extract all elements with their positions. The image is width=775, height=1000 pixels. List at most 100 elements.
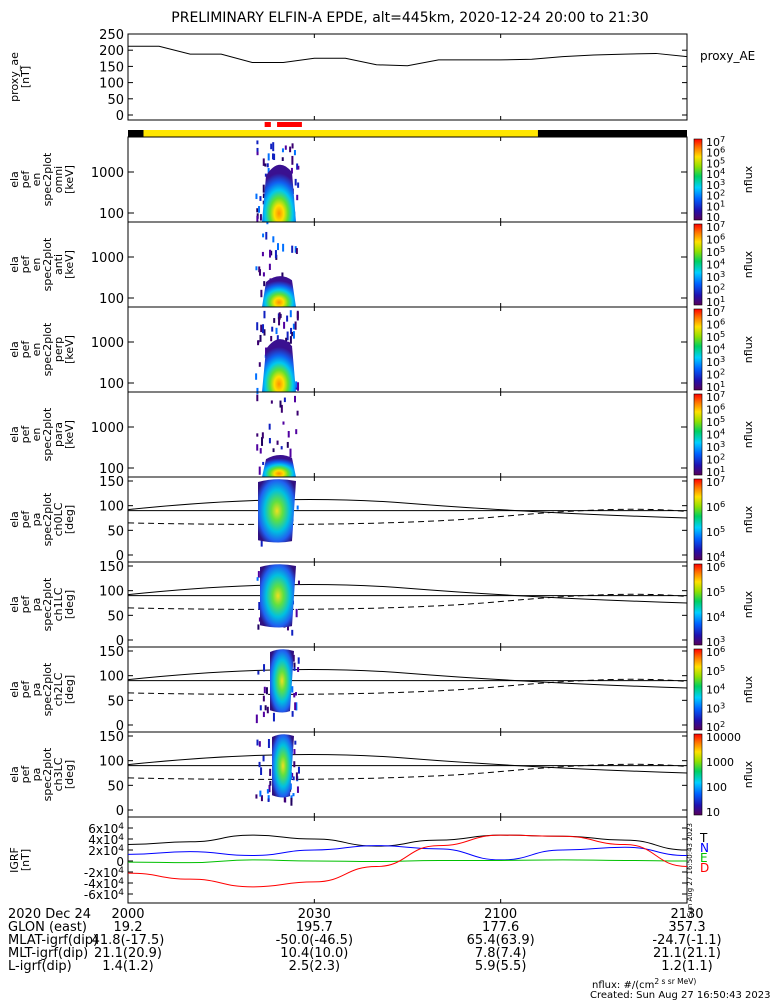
en_para-speckle [256,444,259,451]
en_omni-ylabel: spec2plot [41,152,54,206]
ch3LC-ylabel: pa [30,768,43,782]
ch3LC-ytick-label: 0 [116,804,124,819]
en_perp-speckle [291,331,294,337]
status-segment [143,130,538,137]
ch0LC-ylabel: [deg] [63,505,76,534]
en_omni-speckle [255,193,258,200]
en_omni-ylabel: [keV] [63,165,76,194]
igrf-ytick-label: -4x104 [84,877,124,891]
ch2LC-speckle [292,654,295,662]
ch1LC-speckle [297,580,300,585]
ch1LC-speckle [258,617,261,622]
ch1LC-speckle [257,571,260,578]
igrf-ytick-label: 2x104 [88,844,124,858]
en_para-cbar-tick: 101 [706,464,725,479]
ch2LC-ytick-label: 150 [99,645,124,660]
ch1LC-frame [127,561,688,648]
en_perp-speckle [259,334,262,342]
en_para-cbar-tick: 104 [706,427,725,442]
en_anti-speckle [262,233,265,238]
en_perp-speckle [273,318,276,323]
ch3LC-speckle [295,772,298,781]
en_omni-speckle [281,157,284,161]
ch1LC-cbar-tick: 103 [706,634,725,649]
proxy-ae-ytick-label: 100 [99,77,124,92]
en_perp-speckle [286,331,289,341]
en_omni-speckle [293,149,296,156]
igrf-line-T [127,834,688,851]
en_omni-speckle [266,163,269,168]
ch2LC-speckle [257,670,260,675]
en_anti-cbar-tick: 106 [706,232,725,247]
proxy-ae-ytick-label: 250 [99,28,124,43]
en_perp-speckle [292,323,295,330]
x-axis-value: 195.7 [296,920,333,935]
en_perp-ylabel: pef [19,340,32,359]
en_perp-cbar-label: nflux [742,335,755,363]
en_omni-flux-blob [262,164,296,222]
en_para-cbar-tick: 105 [706,414,725,429]
en_para-speckle [276,440,279,445]
en_para-speckle [286,441,289,448]
en_perp-flux-blob [262,339,296,392]
en_omni-cbar-label: nflux [742,165,755,193]
en_omni-speckle [270,143,273,150]
ch1LC-ylabel: ch1LC [52,587,65,621]
ch2LC-speckle [266,706,269,714]
ch2LC-speckle [293,692,296,698]
en_anti-cbar-label: nflux [742,250,755,278]
ch1LC-ytick-label: 0 [116,634,124,649]
ch0LC-ylabel: pa [30,513,43,527]
en_anti-speckle [291,245,294,253]
ch1LC-ylabel: pef [19,595,32,614]
en_anti-ylabel: ela [8,256,21,273]
igrf-legend-D: D [700,861,709,875]
ch3LC-cbar-tick: 100 [706,781,727,794]
en_para-frame [127,391,688,478]
en_omni-speckle [291,143,294,149]
ch0LC-ytick-label: 100 [99,500,124,515]
en_perp-speckle [256,322,259,331]
status-segment [128,130,144,137]
en_para-speckle [280,404,283,413]
en_para-cbar-tick: 107 [706,389,725,404]
ch3LC-ytick-label: 150 [99,730,124,745]
en_para-speckle [268,423,271,430]
en_perp-cbar-tick: 104 [706,342,725,357]
en_para-speckle [295,429,298,435]
ch1LC-ylabel: spec2plot [41,577,54,631]
x-axis-row-label: GLON (east) [8,920,87,935]
en_omni-speckle [256,215,259,222]
en_anti-ylabel: en [30,258,43,272]
ch3LC-speckle [290,797,293,806]
ch2LC-ytick-label: 100 [99,670,124,685]
en_omni-speckle [297,182,300,188]
x-axis-tick-label: 2030 [298,907,331,922]
ch1LC-loss-cone-line [127,583,688,604]
en_anti-cbar-tick: 102 [706,282,725,297]
en_anti-speckle [261,251,264,257]
en_perp-speckle [255,373,258,380]
page-title: PRELIMINARY ELFIN-A EPDE, alt=445km, 202… [171,10,648,26]
ch3LC-speckle [283,795,286,803]
en_para-speckle [289,448,292,458]
en_omni-ytick-label: 1000 [91,166,124,181]
en_anti-flux-blob [262,276,296,307]
en_perp-ylabel: ela [8,341,21,358]
proxy-ae-ylabel: proxy_ae [8,52,21,102]
igrf-line-D [127,834,688,888]
en_perp-colorbar [693,308,703,391]
ch0LC-speckle [296,505,299,510]
en_anti-ytick-label: 1000 [91,251,124,266]
ch3LC-speckle [267,798,270,802]
proxy-ae-frame [127,33,688,121]
en_para-speckle [256,433,259,437]
en_omni-speckle [256,151,259,156]
ch3LC-speckle [297,766,300,774]
x-axis-value: 19.2 [114,920,143,935]
x-axis-value: 21.1(21.1) [653,946,721,961]
en_omni-cbar-tick: 104 [706,166,725,181]
en_omni-speckle [273,153,276,161]
igrf-ytick-label: -6x104 [84,888,124,902]
